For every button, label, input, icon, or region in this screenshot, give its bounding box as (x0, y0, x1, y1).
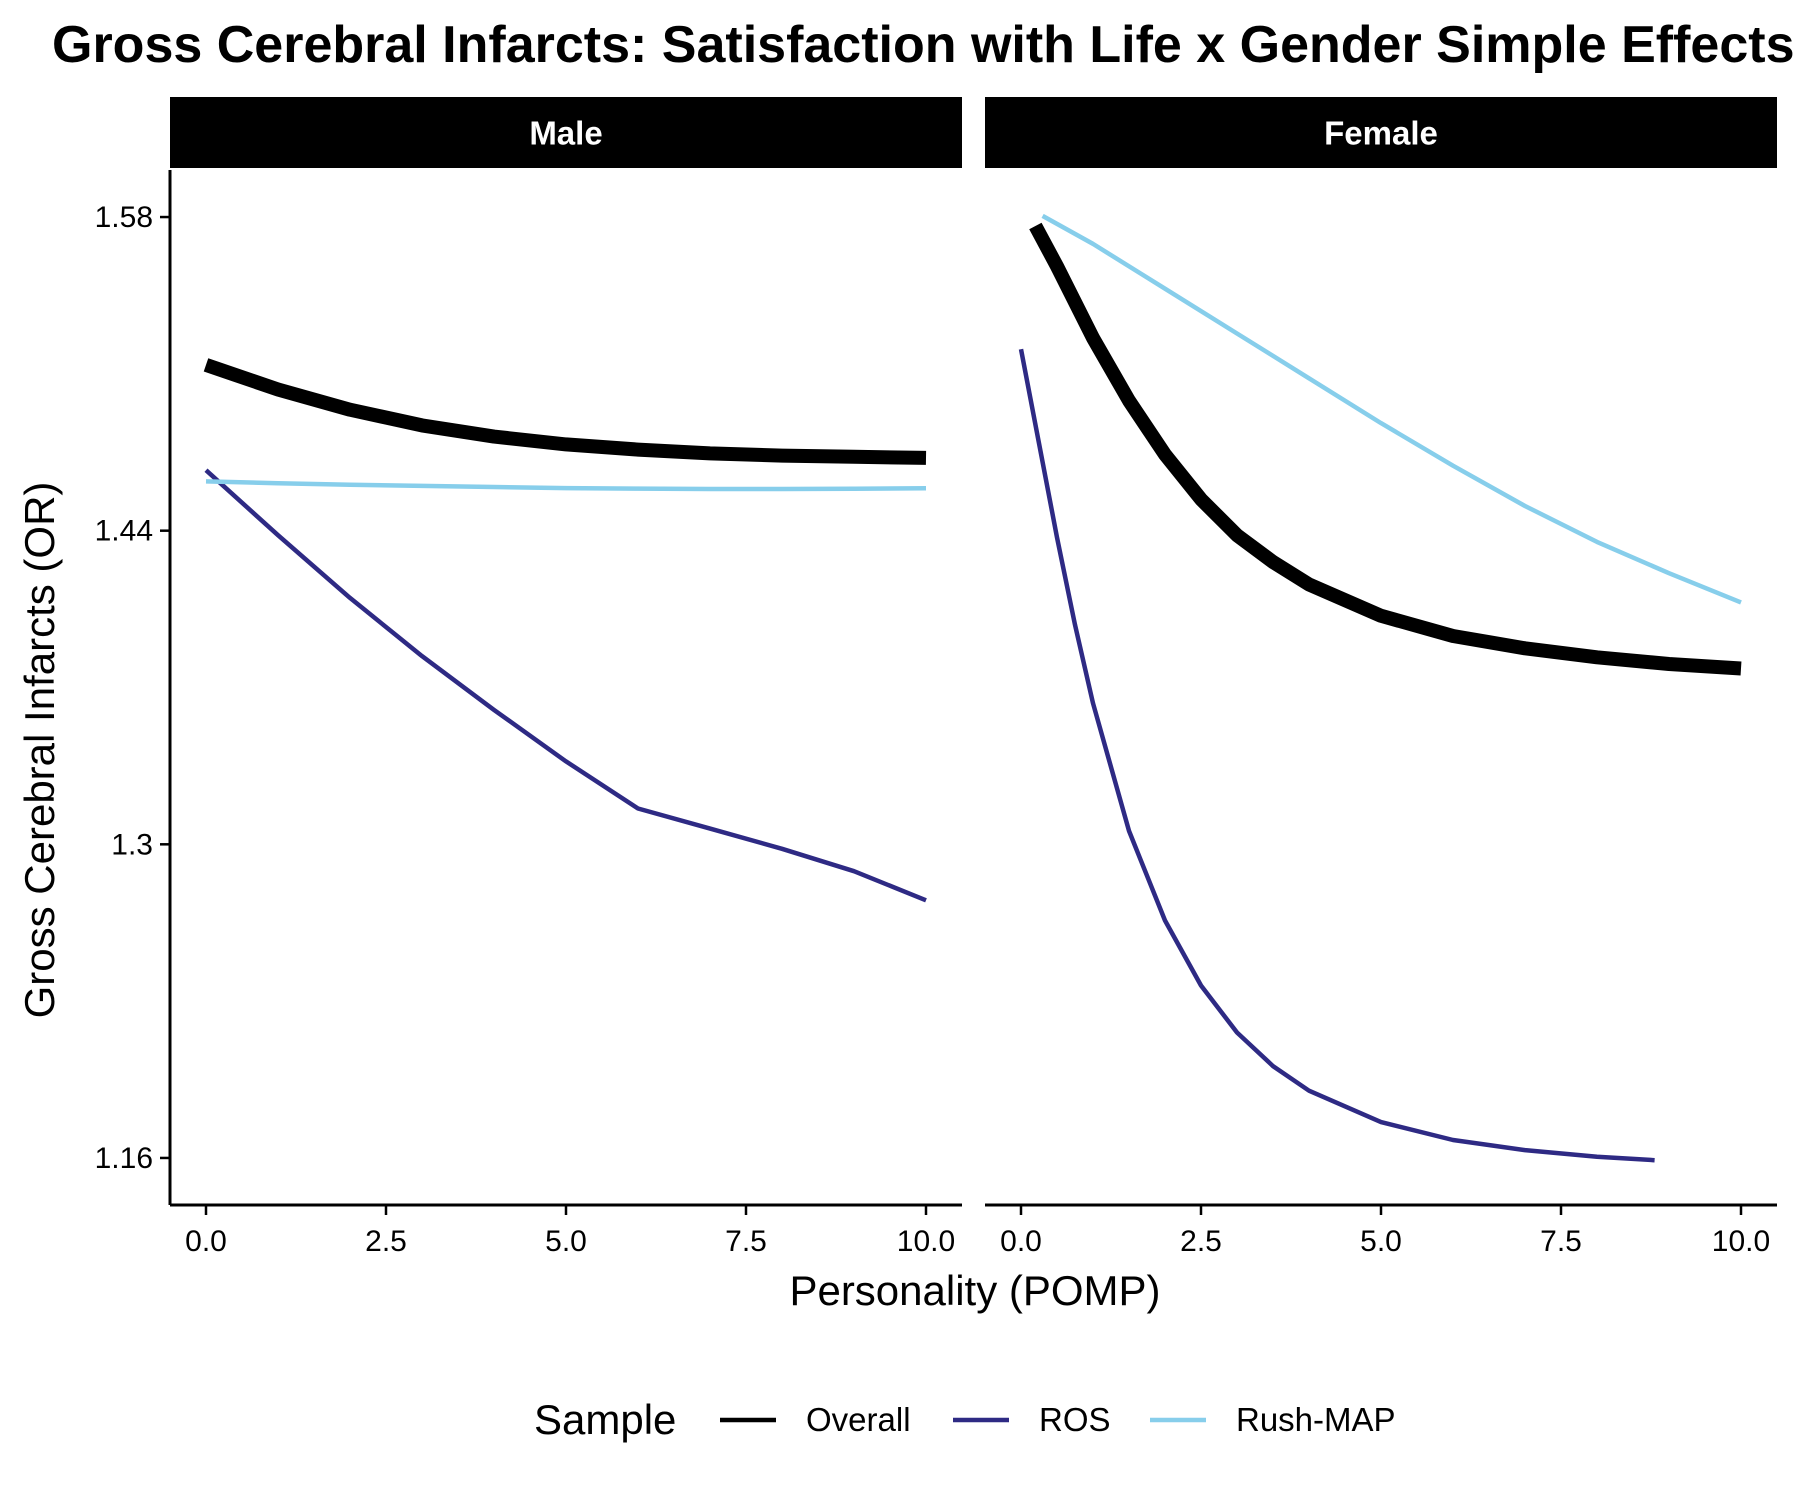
y-tick-label: 1.3 (111, 828, 153, 861)
x-tick-label-female: 7.5 (1540, 1225, 1582, 1258)
y-tick-label: 1.58 (95, 201, 153, 234)
chart-title: Gross Cerebral Infarcts: Satisfaction wi… (52, 16, 1794, 74)
legend-items: Overall ROS Rush-MAP (720, 1401, 1396, 1438)
panel-strip-male (170, 97, 962, 168)
series-line-ros-female (1018, 348, 1655, 1163)
x-tick-label-male: 0.0 (185, 1225, 227, 1258)
series-line-overall-female (1029, 222, 1742, 676)
legend-label-ros: ROS (1039, 1401, 1111, 1438)
legend-label-overall: Overall (806, 1401, 911, 1438)
panel-strip-label-male: Male (529, 115, 602, 152)
x-tick-label-male: 2.5 (365, 1225, 407, 1258)
x-tick-label-male: 10.0 (897, 1225, 955, 1258)
series-line-rush-map-female (1041, 213, 1742, 605)
series-line-rush-map-male (205, 479, 927, 492)
panel-strip-female (985, 97, 1777, 168)
legend: Sample Overall ROS Rush-MAP (534, 1396, 1396, 1443)
x-tick-label-male: 5.0 (545, 1225, 587, 1258)
legend-title: Sample (534, 1396, 676, 1443)
x-axis-title: Personality (POMP) (789, 1267, 1160, 1314)
x-tick-label-female: 2.5 (1180, 1225, 1222, 1258)
legend-label-rush-map: Rush-MAP (1236, 1401, 1396, 1438)
y-axis-title: Gross Cerebral Infarcts (OR) (16, 482, 63, 1019)
x-tick-label-male: 7.5 (725, 1225, 767, 1258)
series-line-overall-male (203, 358, 927, 465)
series-line-ros-male (204, 468, 927, 903)
x-tick-label-female: 10.0 (1712, 1225, 1770, 1258)
panel-male: Male 1.16 1.3 1.44 1.58 0.0 2.5 5.0 7.5 10.0 (95, 97, 962, 1258)
x-tick-label-female: 5.0 (1360, 1225, 1402, 1258)
x-tick-label-female: 0.0 (1000, 1225, 1042, 1258)
y-tick-label: 1.16 (95, 1142, 153, 1175)
y-tick-label: 1.44 (95, 515, 153, 548)
panel-strip-label-female: Female (1324, 115, 1438, 152)
panel-female: Female 0.0 2.5 5.0 7.5 10.0 (985, 97, 1777, 1258)
